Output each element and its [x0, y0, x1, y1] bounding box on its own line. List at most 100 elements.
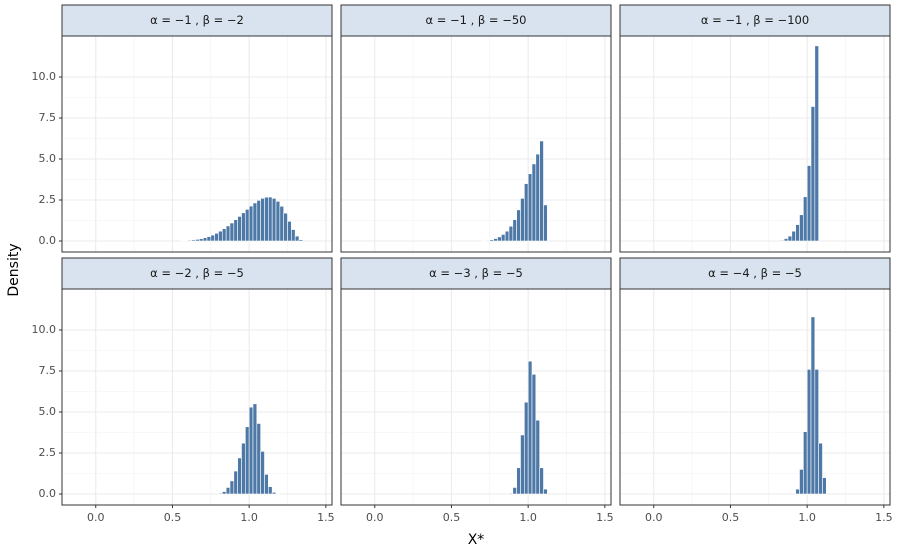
bar	[539, 140, 544, 242]
y-tick-label: 2.5	[39, 446, 57, 459]
y-tick-label: 10.0	[32, 323, 57, 336]
bar	[543, 488, 548, 495]
strip	[340, 257, 612, 290]
x-tick-label: 1.0	[519, 511, 537, 524]
bar	[527, 173, 533, 242]
bar	[210, 234, 215, 242]
bar	[489, 239, 494, 242]
bar	[248, 406, 254, 495]
bar	[268, 196, 273, 242]
bar	[791, 230, 796, 242]
bar	[199, 238, 204, 242]
bar	[795, 224, 800, 242]
bar	[799, 469, 804, 495]
strip-title: α = −1 , β = −50	[425, 13, 526, 27]
bar	[237, 216, 242, 242]
strip-title: α = −1 , β = −100	[701, 13, 809, 27]
bar	[810, 106, 816, 242]
bar	[531, 373, 537, 495]
bar	[264, 474, 269, 495]
bar	[814, 369, 819, 495]
bar	[252, 403, 258, 495]
bar	[287, 221, 292, 242]
strip-title: α = −1 , β = −2	[150, 13, 244, 27]
bar	[256, 200, 261, 242]
panel-background	[62, 36, 332, 252]
strip	[340, 4, 612, 37]
bar	[248, 205, 254, 242]
strip-title: α = −4 , β = −5	[708, 266, 802, 280]
bar	[195, 239, 200, 242]
panel-background	[341, 289, 611, 505]
bar	[260, 198, 265, 242]
bar	[268, 486, 273, 495]
bar	[524, 401, 529, 495]
bar	[806, 369, 812, 495]
bar	[535, 153, 540, 242]
bar	[520, 434, 525, 495]
bar	[497, 236, 502, 242]
y-tick-label: 5.0	[39, 405, 57, 418]
panel-background	[620, 289, 890, 505]
y-axis-title: Density	[6, 243, 22, 296]
bar	[787, 235, 793, 242]
bar	[291, 229, 296, 242]
bar	[218, 492, 223, 495]
bar	[241, 212, 246, 242]
strip-title: α = −3 , β = −5	[429, 266, 523, 280]
bar	[283, 212, 288, 242]
bar	[501, 234, 506, 242]
bar	[818, 442, 823, 495]
bar	[271, 198, 277, 242]
bar	[202, 237, 208, 242]
strip	[61, 4, 333, 37]
bar	[508, 492, 514, 495]
bar	[214, 233, 219, 242]
x-axis-title: X*	[468, 532, 485, 548]
bar	[294, 235, 300, 242]
strip	[619, 4, 891, 37]
bar	[206, 236, 212, 242]
bar	[271, 492, 277, 495]
bar	[512, 487, 517, 495]
bar	[260, 451, 265, 495]
bar	[822, 477, 827, 495]
bar	[504, 230, 510, 242]
strip	[61, 257, 333, 290]
bar	[543, 204, 548, 242]
strip-title: α = −2 , β = −5	[150, 266, 244, 280]
bar	[237, 457, 242, 495]
bar	[245, 426, 250, 495]
bar	[233, 470, 238, 495]
y-tick-label: 2.5	[39, 193, 57, 206]
bar	[783, 238, 789, 242]
y-tick-label: 0.0	[39, 234, 57, 247]
bar	[810, 316, 816, 495]
bar	[795, 488, 800, 495]
panel-background	[341, 36, 611, 252]
bar	[527, 360, 533, 495]
bar	[275, 201, 281, 242]
bar	[256, 423, 261, 495]
x-tick-label: 1.5	[317, 511, 335, 524]
x-tick-label: 0.5	[443, 511, 461, 524]
x-tick-label: 0.0	[645, 511, 663, 524]
bar	[225, 487, 231, 495]
bar	[535, 419, 540, 495]
panel-background	[62, 289, 332, 505]
bar	[493, 238, 498, 242]
x-tick-label: 0.5	[164, 511, 182, 524]
x-tick-label: 1.5	[875, 511, 893, 524]
x-tick-label: 0.5	[722, 511, 740, 524]
bar	[799, 214, 804, 242]
bar	[520, 198, 525, 242]
bar	[803, 196, 808, 242]
bar	[264, 196, 269, 242]
x-tick-label: 1.0	[240, 511, 258, 524]
panel-background	[620, 36, 890, 252]
bar	[803, 431, 808, 495]
y-tick-label: 0.0	[39, 487, 57, 500]
bar	[539, 467, 544, 495]
bar	[222, 228, 227, 242]
